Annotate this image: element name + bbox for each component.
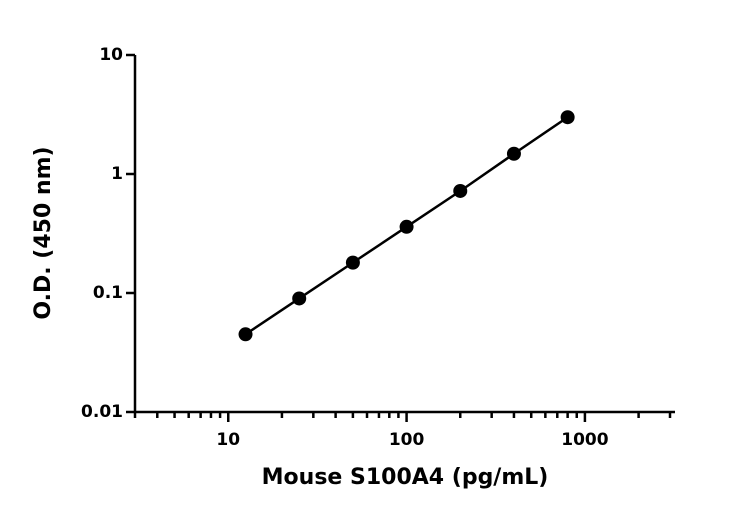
data-point <box>506 146 521 161</box>
y-tick-label: 0.1 <box>93 283 123 303</box>
data-point <box>399 219 414 234</box>
x-tick-label: 10 <box>216 430 240 450</box>
x-axis-title: Mouse S100A4 (pg/mL) <box>262 465 549 490</box>
y-tick-label: 0.01 <box>81 402 123 422</box>
data-point <box>453 183 468 198</box>
x-tick-label: 1000 <box>561 430 608 450</box>
data-point <box>560 110 575 125</box>
y-axis-title: O.D. (450 nm) <box>31 146 56 319</box>
data-point <box>292 291 307 306</box>
y-tick-label: 10 <box>99 45 123 65</box>
data-point <box>345 255 360 270</box>
y-tick-label: 1 <box>111 164 123 184</box>
data-point <box>238 327 253 342</box>
x-tick-label: 100 <box>389 430 425 450</box>
